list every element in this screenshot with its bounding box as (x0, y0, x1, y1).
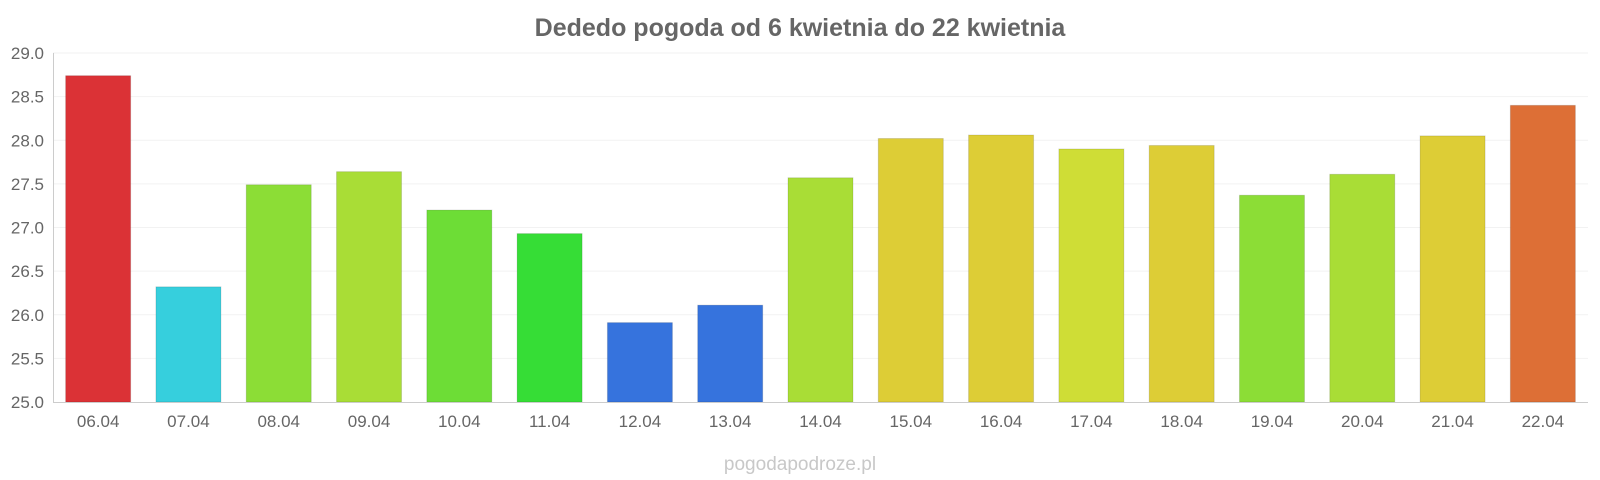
bar: 14.04: 27.57 (787, 177, 854, 403)
x-tick-label: 11.04 (529, 412, 570, 431)
y-tick-label: 28.0 (11, 131, 44, 150)
bar: 22.04: 28.4 (1509, 104, 1576, 403)
bar: 18.04: 27.94 (1148, 144, 1215, 403)
y-tick-label: 29.0 (11, 44, 44, 63)
x-tick-label: 08.04 (257, 412, 300, 431)
bar: 11.04: 26.93 (516, 233, 583, 403)
x-tick-label: 14.04 (799, 412, 842, 431)
x-tick-label: 13.04 (709, 412, 752, 431)
x-tick-label: 22.04 (1522, 412, 1565, 431)
bar: 19.04: 27.37 (1238, 194, 1305, 403)
y-tick-label: 28.5 (11, 88, 44, 107)
bar: 15.04: 28.02 (877, 138, 944, 403)
bar: 06.04: 28.74 (65, 75, 132, 403)
x-tick-label: 07.04 (167, 412, 210, 431)
bar: 21.04: 28.05 (1419, 135, 1486, 403)
bar: 10.04: 27.2 (426, 209, 493, 403)
watermark-text: pogodapodroze.pl (724, 454, 876, 475)
y-axis: 25.0 25.5 26.0 26.5 27.0 27.5 28.0 28.5 29.0 (11, 44, 54, 412)
x-tick-label: 21.04 (1431, 412, 1474, 431)
x-tick-label: 17.04 (1070, 412, 1113, 431)
x-tick-label: 20.04 (1341, 412, 1384, 431)
x-tick-label: 18.04 (1160, 412, 1203, 431)
x-tick-label: 19.04 (1251, 412, 1294, 431)
bars: 06.04: 28.74 07.04: 26.32 08.04: 27.49 09.0… (65, 75, 1576, 403)
x-tick-label: 16.04 (980, 412, 1023, 431)
chart-title: Dededo pogoda od 6 kwietnia do 22 kwietn… (535, 14, 1067, 42)
bar: 12.04: 25.91 (606, 322, 673, 403)
bar: 20.04: 27.61 (1329, 173, 1396, 403)
x-tick-label: 10.04 (438, 412, 481, 431)
bar: 17.04: 27.9 (1058, 148, 1125, 403)
y-tick-label: 27.5 (11, 175, 44, 194)
y-tick-label: 26.0 (11, 306, 44, 325)
y-tick-label: 25.0 (11, 393, 44, 412)
x-tick-label: 15.04 (890, 412, 933, 431)
bar: 09.04: 27.64 (336, 171, 403, 403)
y-tick-label: 25.5 (11, 349, 44, 368)
bar: 08.04: 27.49 (245, 184, 312, 403)
x-tick-label: 09.04 (348, 412, 391, 431)
y-tick-label: 26.5 (11, 262, 44, 281)
y-tick-label: 27.0 (11, 219, 44, 238)
x-tick-label: 06.04 (77, 412, 120, 431)
bar: 13.04: 26.11 (697, 304, 764, 403)
bar: 16.04: 28.06 (968, 134, 1035, 403)
x-axis: 06.04 07.04 08.04 09.04 10.04 11.04 12.04 13.04… (53, 402, 1588, 431)
x-tick-label: 12.04 (619, 412, 662, 431)
bar: 07.04: 26.32 (155, 286, 222, 403)
